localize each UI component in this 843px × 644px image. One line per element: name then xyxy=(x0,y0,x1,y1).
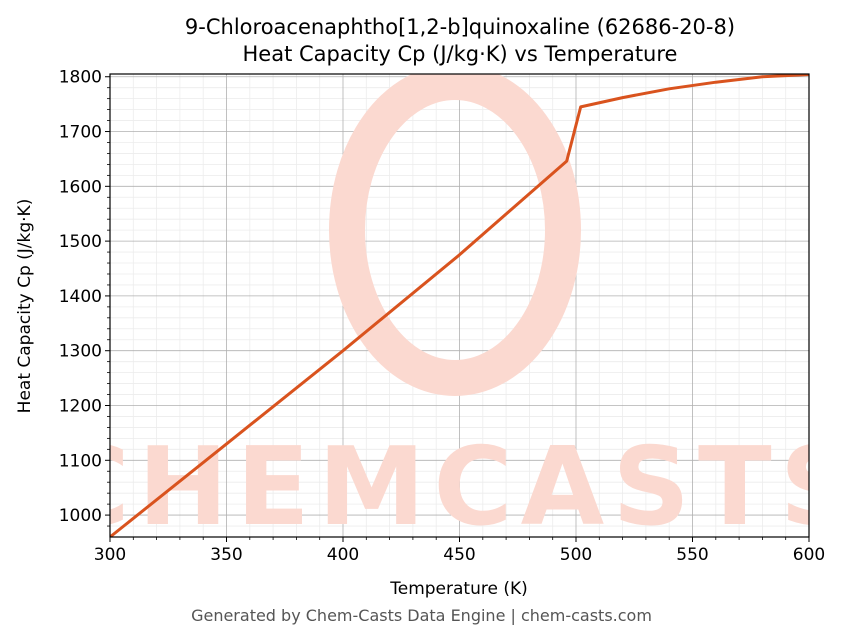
footer-credit: Generated by Chem-Casts Data Engine | ch… xyxy=(191,606,652,625)
series-line-cp xyxy=(110,74,809,537)
x-tick-label: 550 xyxy=(676,545,708,565)
watermark-text: CHEMCASTS xyxy=(51,425,843,550)
x-tick-label: 300 xyxy=(94,545,126,565)
y-tick-label: 1700 xyxy=(59,123,102,143)
y-tick-label: 1800 xyxy=(59,68,102,88)
x-tick-label: 500 xyxy=(560,545,592,565)
y-tick-label: 1000 xyxy=(59,506,102,526)
x-axis: 300 350 400 450 500 550 600 xyxy=(94,537,825,565)
y-tick-label: 1600 xyxy=(59,177,102,197)
series-layer xyxy=(110,74,809,537)
x-tick-label: 600 xyxy=(793,545,825,565)
y-tick-label: 1500 xyxy=(59,232,102,252)
y-tick-label: 1300 xyxy=(59,342,102,362)
chart-subtitle: Heat Capacity Cp (J/kg·K) vs Temperature xyxy=(243,42,678,66)
y-axis-label: Heat Capacity Cp (J/kg·K) xyxy=(15,199,35,414)
x-tick-label: 450 xyxy=(443,545,475,565)
watermark-ring xyxy=(329,74,581,396)
y-tick-label: 1400 xyxy=(59,287,102,307)
y-tick-label: 1100 xyxy=(59,451,102,471)
chart-title: 9-Chloroacenaphtho[1,2-b]quinoxaline (62… xyxy=(185,15,735,39)
x-tick-label: 350 xyxy=(210,545,242,565)
x-tick-label: 400 xyxy=(327,545,359,565)
y-axis: 1000 1100 1200 1300 1400 1500 1600 1700 1800 xyxy=(59,68,110,527)
x-axis-label: Temperature (K) xyxy=(389,579,528,599)
watermark: CHEMCASTS xyxy=(51,74,843,550)
y-tick-label: 1200 xyxy=(59,396,102,416)
